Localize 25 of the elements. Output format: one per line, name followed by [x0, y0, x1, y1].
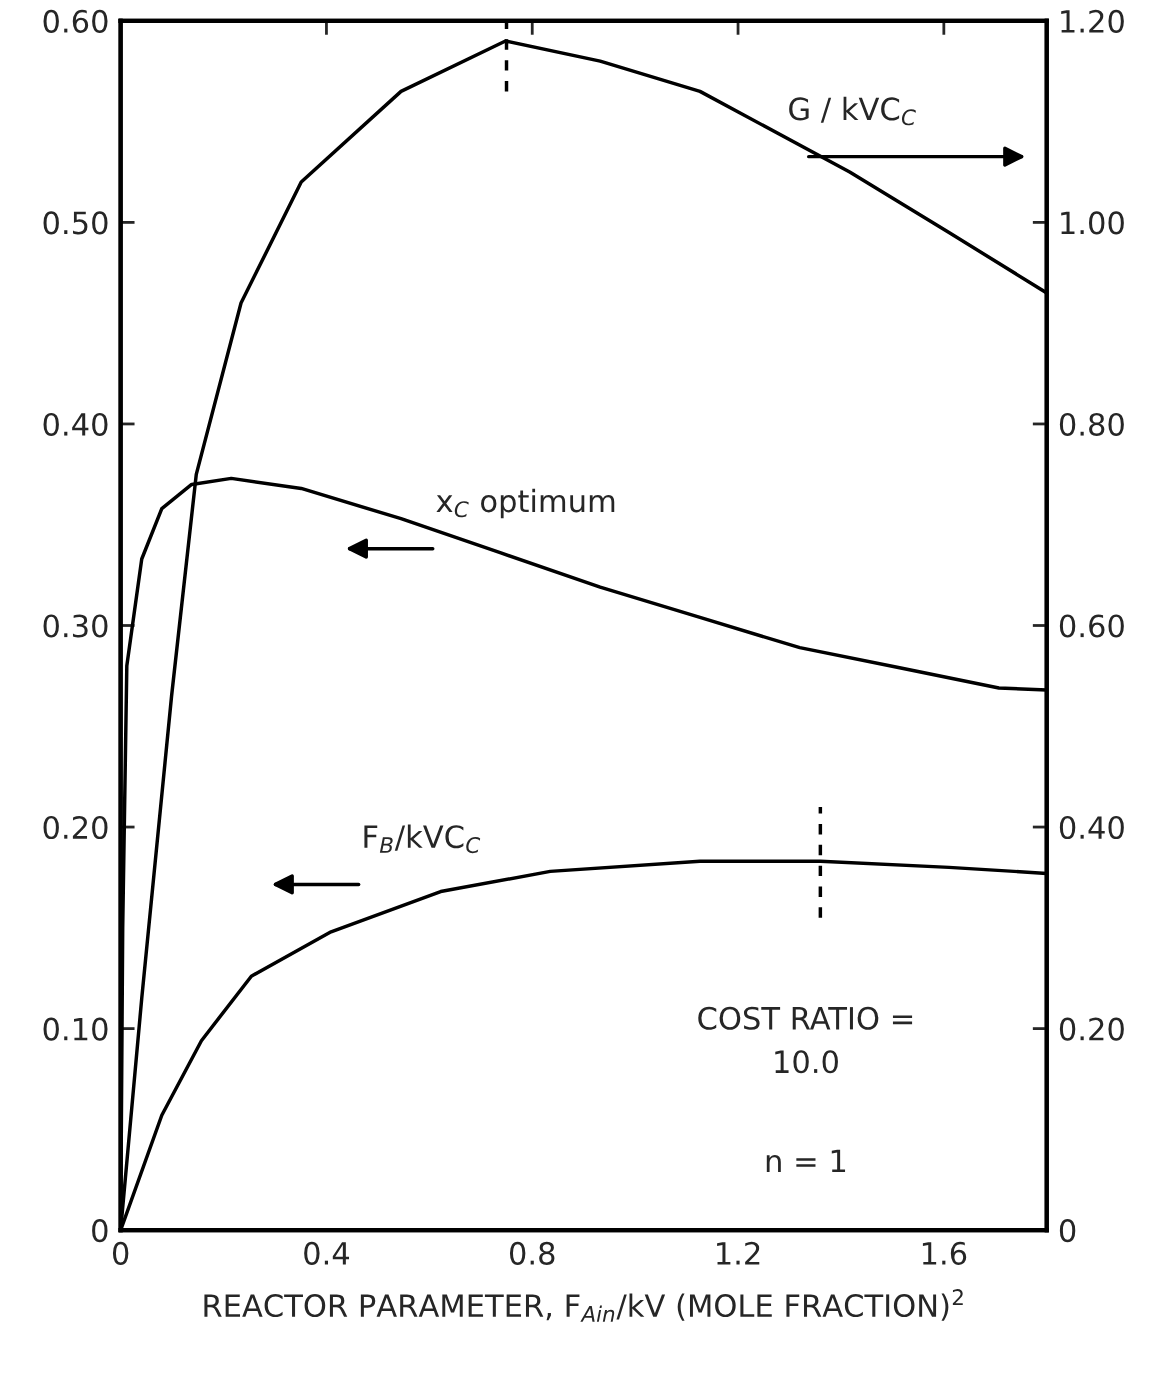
y2-tick-label: 1.20: [1061, 9, 1124, 33]
x-tick-label: 1.6: [922, 1241, 967, 1265]
y-tick-label: 0.40: [43, 412, 108, 436]
annotation: n = 1: [766, 1149, 846, 1173]
x-tick-label: 0.8: [509, 1241, 555, 1265]
y2-tick-label: 0.40: [1059, 815, 1124, 840]
x-tick-label: 0: [112, 1241, 129, 1265]
x-axis-title: REACTOR PARAMETER, F$_{Ain}$/kV (MOLE FRACTION)$^{2}$: [204, 1289, 963, 1322]
y-tick-label: 0.20: [43, 815, 108, 840]
series-label: x$_{C}$ optimum: [436, 488, 615, 519]
y-tick-label: 0.30: [43, 614, 108, 638]
x-tick-label: 1.2: [717, 1241, 760, 1265]
y2-tick-label: 0.60: [1059, 614, 1124, 638]
series-label: G / kVC$_{C}$: [789, 96, 916, 126]
x-tick-label: 0.4: [304, 1241, 350, 1265]
y2-tick-label: 0: [1059, 1219, 1076, 1243]
y-tick-label: 0.50: [43, 211, 108, 235]
y-tick-label: 0.60: [43, 9, 108, 33]
annotation: COST RATIO = 10.0: [698, 1006, 913, 1074]
series-label: F$_{B}$/kVC$_{C}$: [364, 824, 481, 854]
y-tick-label: 0.10: [43, 1017, 108, 1041]
y2-tick-label: 1.00: [1061, 211, 1124, 235]
y-tick-label: 0: [92, 1219, 108, 1243]
y2-tick-label: 0.20: [1059, 1017, 1124, 1041]
y2-tick-label: 0.80: [1059, 412, 1124, 436]
